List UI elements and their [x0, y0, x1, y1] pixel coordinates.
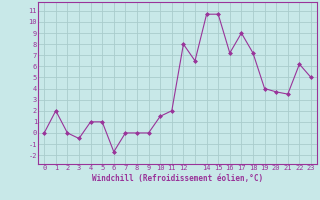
X-axis label: Windchill (Refroidissement éolien,°C): Windchill (Refroidissement éolien,°C) [92, 174, 263, 183]
